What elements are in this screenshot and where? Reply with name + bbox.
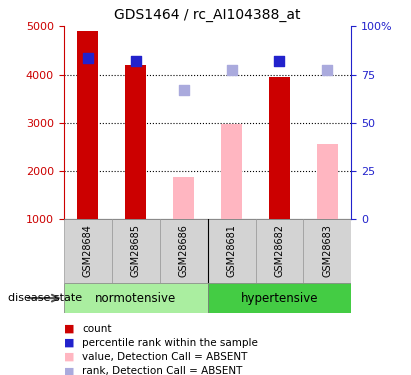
- Text: GSM28682: GSM28682: [275, 225, 284, 278]
- Text: rank, Detection Call = ABSENT: rank, Detection Call = ABSENT: [82, 366, 242, 375]
- Title: GDS1464 / rc_AI104388_at: GDS1464 / rc_AI104388_at: [114, 9, 301, 22]
- Text: disease state: disease state: [8, 293, 82, 303]
- Text: ■: ■: [64, 338, 74, 348]
- Bar: [112, 219, 159, 283]
- Text: GSM28684: GSM28684: [83, 225, 92, 278]
- Text: ■: ■: [64, 352, 74, 362]
- Point: [84, 55, 91, 61]
- Bar: [256, 219, 303, 283]
- Text: GSM28681: GSM28681: [226, 225, 236, 278]
- Point: [276, 58, 283, 64]
- Bar: [221, 124, 242, 219]
- Bar: [316, 144, 338, 219]
- Text: GSM28685: GSM28685: [131, 225, 141, 278]
- Point: [324, 67, 331, 73]
- Bar: [125, 65, 146, 219]
- Point: [180, 87, 187, 93]
- Text: GSM28683: GSM28683: [323, 225, 332, 278]
- Text: percentile rank within the sample: percentile rank within the sample: [82, 338, 258, 348]
- Bar: [64, 219, 112, 283]
- Text: hypertensive: hypertensive: [241, 292, 318, 304]
- Text: ■: ■: [64, 366, 74, 375]
- Bar: [269, 77, 290, 219]
- Point: [132, 58, 139, 64]
- Point: [228, 67, 235, 73]
- Bar: [208, 219, 256, 283]
- Bar: [64, 283, 208, 313]
- Text: GSM28686: GSM28686: [179, 225, 189, 278]
- Text: value, Detection Call = ABSENT: value, Detection Call = ABSENT: [82, 352, 247, 362]
- Text: ■: ■: [64, 324, 74, 333]
- Bar: [208, 283, 351, 313]
- Bar: [77, 31, 99, 219]
- Text: count: count: [82, 324, 112, 333]
- Bar: [159, 219, 208, 283]
- Text: normotensive: normotensive: [95, 292, 176, 304]
- Bar: [173, 177, 194, 219]
- Bar: [303, 219, 351, 283]
